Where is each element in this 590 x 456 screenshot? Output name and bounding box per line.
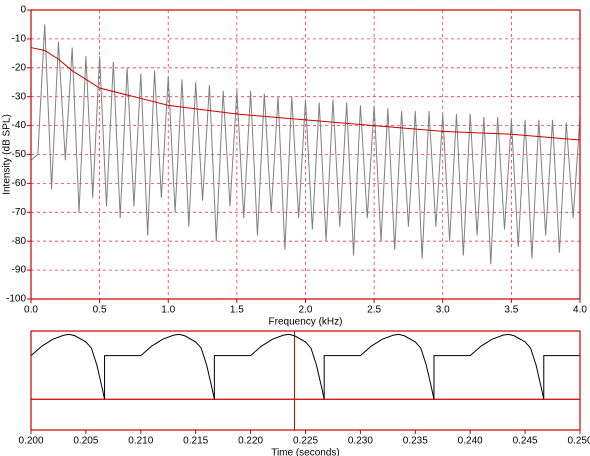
y-axis-label: Intensity (dB SPL) <box>2 114 13 195</box>
x-tick-label: 4.0 <box>573 305 587 316</box>
y-tick-label: -50 <box>12 149 27 160</box>
x-tick-label: 0.235 <box>403 436 428 447</box>
y-tick-label: -70 <box>12 207 27 218</box>
x-tick-label: 0.225 <box>293 436 318 447</box>
x-tick-label: 2.5 <box>367 305 381 316</box>
x-tick-label: 0.240 <box>458 436 483 447</box>
x-tick-label: 3.5 <box>504 305 518 316</box>
y-tick-label: -100 <box>6 294 26 305</box>
x-tick-label: 0.250 <box>567 436 590 447</box>
x-tick-label: 0.220 <box>238 436 263 447</box>
plot-frame <box>30 9 581 300</box>
x-axis-label: Time (seconds) <box>271 448 340 456</box>
x-tick-label: 0.210 <box>128 436 153 447</box>
plot-frame <box>30 330 581 431</box>
y-tick-label: -60 <box>12 178 27 189</box>
x-tick-label: 0.245 <box>513 436 538 447</box>
y-tick-label: -40 <box>12 120 27 131</box>
y-tick-label: -10 <box>12 34 27 45</box>
x-tick-label: 0.230 <box>348 436 373 447</box>
x-tick-label: 0.5 <box>93 305 107 316</box>
x-tick-label: 1.5 <box>230 305 244 316</box>
y-tick-label: -90 <box>12 265 27 276</box>
x-tick-label: 3.0 <box>436 305 450 316</box>
y-tick-label: -20 <box>12 62 27 73</box>
y-tick-label: 0 <box>20 5 26 16</box>
y-tick-label: -80 <box>12 236 27 247</box>
x-tick-label: 0.215 <box>183 436 208 447</box>
series-line <box>30 24 581 265</box>
series-line <box>30 333 580 400</box>
x-tick-label: 1.0 <box>161 305 175 316</box>
y-tick-label: -30 <box>12 91 27 102</box>
x-axis-label: Frequency (kHz) <box>269 317 343 328</box>
series-line <box>30 47 581 141</box>
x-tick-label: 0.0 <box>24 305 38 316</box>
x-tick-label: 0.205 <box>73 436 98 447</box>
x-tick-label: 2.0 <box>299 305 313 316</box>
x-tick-label: 0.200 <box>18 436 43 447</box>
